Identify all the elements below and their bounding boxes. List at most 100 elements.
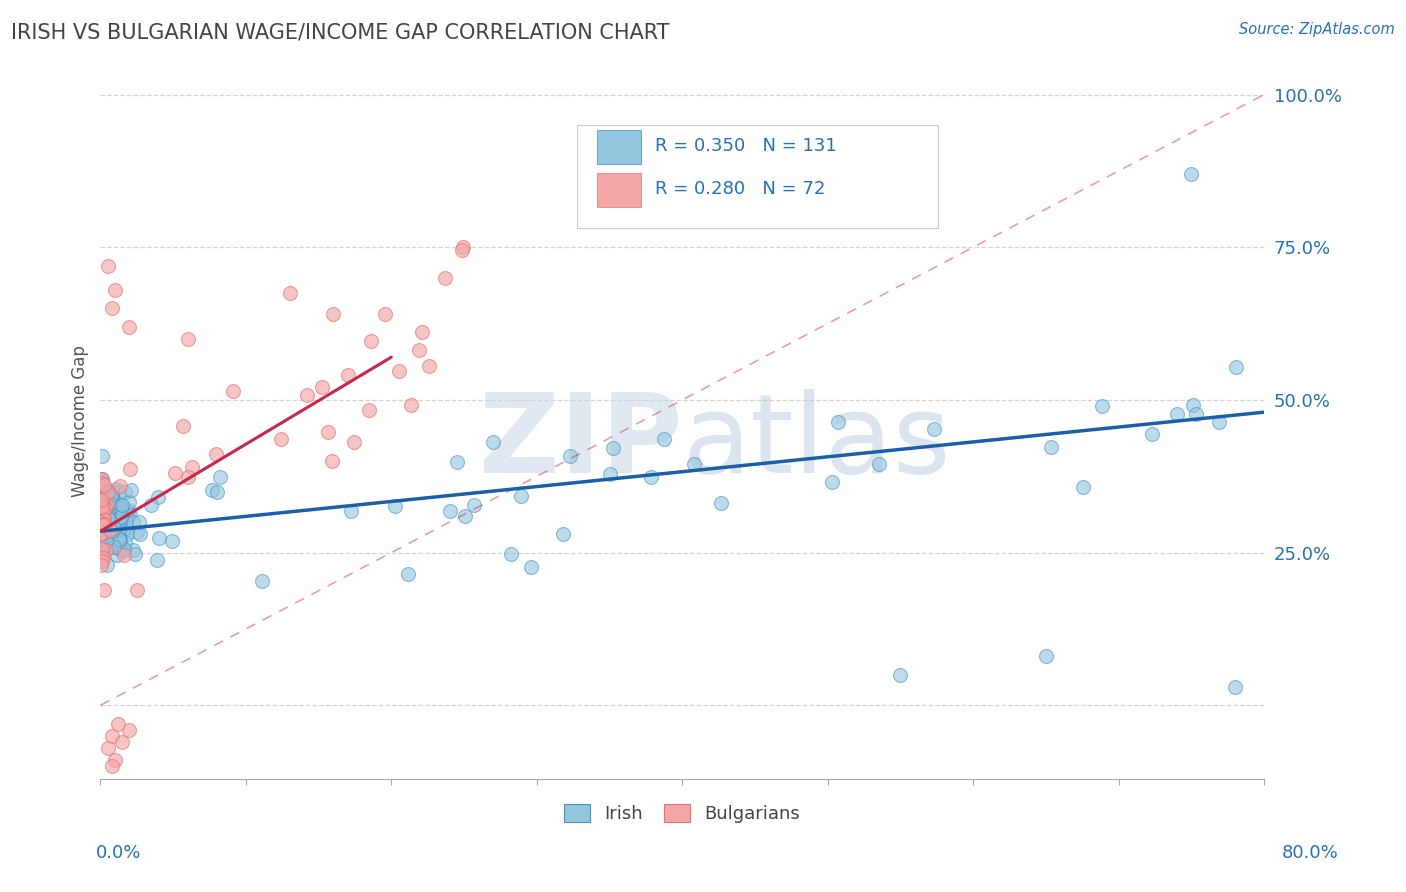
Point [98, 505, 121, 519]
Point [89, 541, 111, 555]
Point [100, 503, 122, 517]
Point [481, 435, 503, 450]
Point [1181, 398, 1204, 412]
Point [205, 447, 228, 461]
Point [91, 519, 114, 533]
Point [108, 513, 131, 527]
Point [343, 435, 366, 450]
Point [141, 499, 163, 513]
Point [520, 560, 543, 574]
Point [172, 419, 194, 434]
Point [100, 526, 122, 541]
Point [93, 478, 115, 492]
Point [90, 476, 112, 491]
Point [817, 197, 839, 211]
Point [111, 524, 134, 539]
Point [411, 325, 433, 339]
Point [146, 490, 169, 504]
Point [110, 533, 132, 547]
Point [93, 506, 115, 520]
Point [107, 541, 129, 555]
Point [384, 499, 406, 513]
Point [599, 467, 621, 481]
Point [97, 741, 120, 756]
Point [110, 510, 132, 524]
Point [125, 524, 148, 539]
Point [120, 462, 142, 476]
Point [89, 498, 111, 512]
Point [91, 499, 114, 513]
Point [93, 526, 115, 541]
Point [94, 486, 117, 500]
Point [105, 509, 128, 524]
Point [101, 729, 124, 743]
Point [652, 432, 675, 446]
FancyBboxPatch shape [598, 130, 641, 164]
Point [321, 454, 343, 468]
Point [91, 549, 114, 564]
Point [90, 496, 112, 510]
Point [90, 505, 112, 519]
Point [111, 514, 134, 528]
Point [374, 307, 396, 321]
Point [451, 240, 474, 254]
Point [399, 398, 422, 412]
Point [418, 359, 440, 374]
Point [114, 485, 136, 500]
Point [868, 457, 890, 471]
Point [501, 547, 523, 561]
Point [180, 460, 202, 475]
Text: 0.0%: 0.0% [96, 844, 141, 862]
Point [114, 549, 136, 563]
Point [94, 505, 117, 519]
Point [111, 544, 134, 558]
Point [93, 500, 115, 515]
Point [98, 513, 121, 527]
Point [101, 491, 124, 506]
Point [94, 499, 117, 513]
Point [91, 472, 114, 486]
Point [97, 513, 120, 527]
Point [103, 526, 125, 541]
Point [97, 485, 120, 500]
FancyBboxPatch shape [578, 125, 938, 228]
Point [107, 548, 129, 562]
Point [922, 422, 945, 436]
Point [89, 526, 111, 541]
Point [108, 542, 131, 557]
Point [103, 540, 125, 554]
Point [408, 343, 430, 357]
Point [111, 498, 134, 512]
Point [683, 457, 706, 471]
Point [1073, 480, 1095, 494]
Text: R = 0.280   N = 72: R = 0.280 N = 72 [655, 180, 825, 198]
Point [94, 516, 117, 531]
Point [104, 283, 127, 297]
Point [91, 504, 114, 518]
Point [98, 529, 121, 543]
Point [91, 449, 114, 463]
Point [107, 506, 129, 520]
Point [105, 519, 128, 533]
Point [101, 537, 124, 551]
Point [91, 539, 114, 553]
Point [108, 532, 131, 546]
Point [446, 455, 468, 469]
Point [205, 484, 228, 499]
Point [176, 332, 198, 346]
Point [96, 498, 118, 512]
Point [90, 518, 112, 533]
Point [322, 307, 344, 321]
Point [100, 488, 122, 502]
Point [560, 449, 582, 463]
Point [454, 508, 477, 523]
Point [100, 524, 122, 538]
Point [115, 526, 138, 541]
Point [451, 244, 474, 258]
Point [108, 522, 131, 536]
Legend: Irish, Bulgarians: Irish, Bulgarians [557, 797, 807, 830]
FancyBboxPatch shape [598, 173, 641, 207]
Point [97, 259, 120, 273]
Point [640, 470, 662, 484]
Point [148, 531, 170, 545]
